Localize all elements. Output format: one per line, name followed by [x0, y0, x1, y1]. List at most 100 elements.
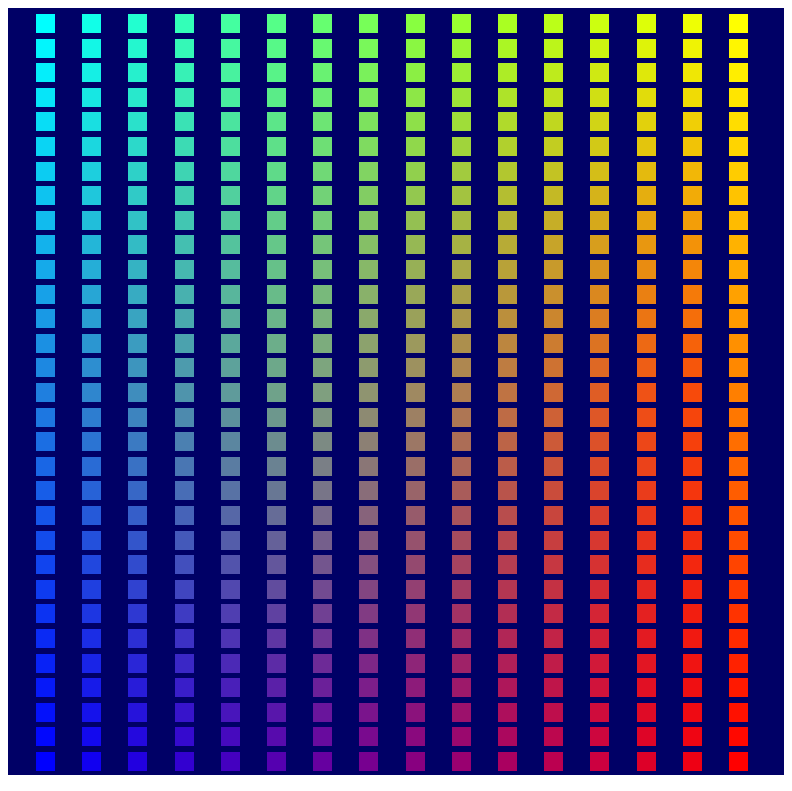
- heatmap-cell: [636, 260, 656, 279]
- heatmap-cell: [128, 432, 148, 452]
- heatmap-cell: [82, 210, 102, 230]
- heatmap-cell: [128, 702, 148, 722]
- heatmap-cell: [174, 87, 194, 107]
- heatmap-cell: [267, 210, 286, 230]
- heatmap-cell: [682, 284, 702, 304]
- heatmap-cell: [128, 235, 148, 255]
- heatmap-cell: [498, 87, 517, 107]
- heatmap-cell: [220, 112, 240, 132]
- heatmap-cell: [451, 653, 471, 673]
- heatmap-cell: [267, 702, 286, 722]
- heatmap-cell: [682, 579, 702, 599]
- heatmap-cell: [128, 112, 148, 132]
- heatmap-cell: [220, 579, 240, 599]
- heatmap-cell: [636, 38, 656, 58]
- heatmap-cell: [174, 260, 194, 279]
- heatmap-cell: [729, 333, 748, 353]
- heatmap-cell: [451, 432, 471, 452]
- heatmap-cell: [128, 87, 148, 107]
- heatmap-cell: [405, 112, 425, 132]
- heatmap-cell: [313, 383, 333, 402]
- heatmap-cell: [82, 38, 102, 58]
- heatmap-cell: [267, 506, 286, 525]
- heatmap-cell: [313, 653, 333, 673]
- heatmap-cell: [220, 137, 240, 156]
- heatmap-cell: [220, 260, 240, 279]
- heatmap-cell: [82, 702, 102, 722]
- heatmap-cell: [36, 358, 55, 378]
- heatmap-cell: [544, 38, 564, 58]
- heatmap-cell: [729, 14, 748, 33]
- heatmap-cell: [36, 210, 55, 230]
- heatmap-cell: [451, 333, 471, 353]
- heatmap-cell: [267, 235, 286, 255]
- heatmap-cell: [267, 284, 286, 304]
- heatmap-cell: [128, 137, 148, 156]
- heatmap-cell: [682, 727, 702, 747]
- heatmap-cell: [544, 481, 564, 501]
- heatmap-cell: [313, 210, 333, 230]
- heatmap-cell: [405, 383, 425, 402]
- heatmap-cell: [128, 358, 148, 378]
- heatmap-cell: [451, 358, 471, 378]
- heatmap-cell: [128, 333, 148, 353]
- heatmap-cell: [636, 555, 656, 575]
- heatmap-cell: [36, 481, 55, 501]
- heatmap-cell: [359, 112, 379, 132]
- heatmap-cell: [729, 752, 748, 771]
- heatmap-cell: [220, 210, 240, 230]
- heatmap-cell: [220, 727, 240, 747]
- heatmap-cell: [82, 629, 102, 648]
- heatmap-cell: [590, 407, 610, 427]
- heatmap-cell: [729, 506, 748, 525]
- heatmap-cell: [544, 63, 564, 83]
- heatmap-cell: [128, 481, 148, 501]
- heatmap-cell: [313, 506, 333, 525]
- heatmap-cell: [498, 235, 517, 255]
- heatmap-cell: [451, 629, 471, 648]
- heatmap-plot-area: [8, 8, 784, 775]
- heatmap-cell: [544, 87, 564, 107]
- heatmap-cell: [729, 260, 748, 279]
- heatmap-cell: [498, 63, 517, 83]
- heatmap-cell: [498, 678, 517, 698]
- heatmap-cell: [359, 137, 379, 156]
- heatmap-cell: [174, 678, 194, 698]
- heatmap-cell: [498, 333, 517, 353]
- heatmap-cell: [636, 14, 656, 33]
- heatmap-cell: [636, 284, 656, 304]
- heatmap-cell: [36, 260, 55, 279]
- heatmap-cell: [729, 284, 748, 304]
- heatmap-cell: [267, 63, 286, 83]
- heatmap-cell: [729, 407, 748, 427]
- heatmap-cell: [544, 358, 564, 378]
- heatmap-cell: [220, 555, 240, 575]
- heatmap-cell: [267, 309, 286, 329]
- heatmap-cell: [82, 358, 102, 378]
- heatmap-cell: [174, 358, 194, 378]
- heatmap-cell: [682, 702, 702, 722]
- heatmap-cell: [405, 407, 425, 427]
- heatmap-cell: [174, 112, 194, 132]
- heatmap-cell: [729, 727, 748, 747]
- heatmap-cell: [590, 481, 610, 501]
- heatmap-cell: [451, 63, 471, 83]
- heatmap-cell: [590, 112, 610, 132]
- heatmap-cell: [313, 579, 333, 599]
- heatmap-cell: [590, 629, 610, 648]
- heatmap-cell: [82, 235, 102, 255]
- heatmap-cell: [36, 407, 55, 427]
- heatmap-cell: [636, 407, 656, 427]
- heatmap-cell: [174, 407, 194, 427]
- heatmap-cell: [544, 456, 564, 476]
- heatmap-cell: [405, 210, 425, 230]
- heatmap-cell: [128, 284, 148, 304]
- heatmap-cell: [220, 702, 240, 722]
- heatmap-cell: [590, 210, 610, 230]
- heatmap-cell: [82, 284, 102, 304]
- heatmap-cell: [636, 752, 656, 771]
- heatmap-cell: [36, 727, 55, 747]
- heatmap-cell: [220, 309, 240, 329]
- heatmap-cell: [267, 752, 286, 771]
- heatmap-cell: [313, 702, 333, 722]
